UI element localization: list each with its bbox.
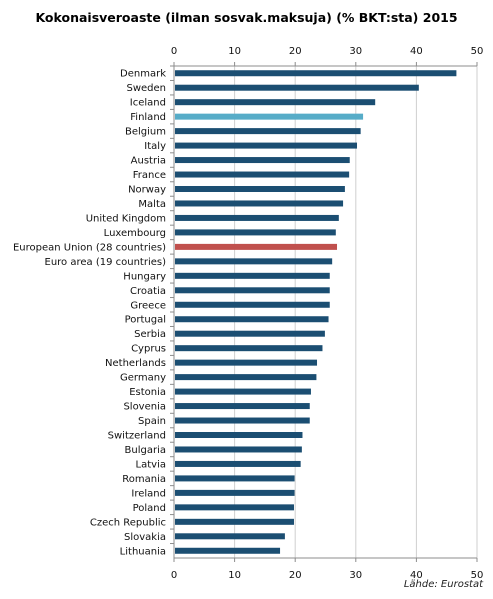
x-tick-label-top: 50	[471, 46, 484, 57]
bar-germany	[175, 374, 317, 381]
bar-estonia	[175, 388, 311, 395]
category-label: Lithuania	[120, 546, 166, 557]
bar-portugal	[175, 316, 329, 323]
bar-czech-republic	[175, 518, 294, 525]
chart-title: Kokonaisveroaste (ilman sosvak.maksuja) …	[35, 10, 458, 25]
x-tick-label-bottom: 40	[410, 570, 423, 581]
x-tick-label-top: 30	[349, 46, 362, 57]
category-label: Luxembourg	[104, 228, 166, 239]
x-tick-label-bottom: 0	[171, 570, 177, 581]
category-label: Romania	[122, 474, 166, 485]
category-label: Estonia	[129, 387, 166, 398]
bar-slovenia	[175, 403, 310, 410]
bar-latvia	[175, 460, 301, 467]
bar-croatia	[175, 287, 330, 294]
category-label: Spain	[138, 416, 166, 427]
category-label: Croatia	[130, 286, 166, 297]
category-label: Malta	[138, 199, 166, 210]
bar-norway	[175, 186, 345, 192]
bar-spain	[175, 417, 310, 424]
category-label: Sweden	[126, 83, 166, 94]
category-label: Austria	[131, 156, 166, 167]
category-label: Cyprus	[131, 344, 166, 355]
x-tick-label-bottom: 30	[349, 570, 362, 581]
x-tick-label-top: 10	[228, 46, 241, 57]
bar-austria	[175, 157, 350, 164]
bar-finland	[175, 113, 364, 120]
bar-italy	[175, 142, 358, 149]
category-label: Iceland	[130, 98, 166, 109]
category-label: Poland	[133, 503, 166, 514]
category-label: Hungary	[123, 271, 166, 282]
category-label: Belgium	[125, 127, 166, 138]
category-label: Czech Republic	[90, 517, 166, 528]
bar-cyprus	[175, 345, 323, 352]
bar-united-kingdom	[175, 214, 339, 221]
source-note: Lähde: Eurostat	[403, 579, 483, 590]
bar-romania	[175, 475, 295, 482]
category-label: Bulgaria	[125, 445, 166, 456]
bar-serbia	[175, 330, 325, 337]
x-tick-label-bottom: 10	[228, 570, 241, 581]
bar-ireland	[175, 489, 295, 496]
category-label: Germany	[120, 373, 166, 384]
x-tick-label-bottom: 50	[471, 570, 484, 581]
category-label: Serbia	[134, 329, 166, 340]
category-label: Ireland	[131, 488, 166, 499]
bar-belgium	[175, 128, 361, 135]
category-label: Portugal	[125, 315, 166, 326]
category-label: Italy	[144, 141, 166, 152]
bar-greece	[175, 301, 330, 308]
x-tick-label-bottom: 20	[289, 570, 302, 581]
bar-lithuania	[175, 547, 281, 554]
category-label: Euro area (19 countries)	[45, 257, 167, 268]
x-tick-label-top: 40	[410, 46, 423, 57]
bar-iceland	[175, 99, 376, 106]
x-tick-label-top: 20	[289, 46, 302, 57]
bar-netherlands	[175, 359, 318, 366]
bar-switzerland	[175, 432, 303, 438]
category-label: European Union (28 countries)	[13, 242, 166, 253]
category-label: Slovakia	[124, 532, 166, 543]
bar-euro-area-19-countries	[175, 258, 333, 265]
category-label: Finland	[130, 112, 166, 123]
category-label: Slovenia	[123, 402, 166, 413]
x-tick-label-top: 0	[171, 46, 177, 57]
bar-slovakia	[175, 533, 285, 540]
category-label: Netherlands	[105, 358, 166, 369]
bar-sweden	[175, 84, 419, 91]
category-label: Norway	[128, 185, 166, 196]
category-label: France	[133, 170, 166, 181]
bar-denmark	[175, 70, 457, 77]
bar-bulgaria	[175, 446, 302, 453]
bar-european-union-28-countries	[175, 243, 338, 250]
category-label: Switzerland	[108, 431, 166, 442]
bar-malta	[175, 200, 344, 207]
bar-france	[175, 171, 350, 178]
category-label: Greece	[130, 300, 166, 311]
bar-luxembourg	[175, 229, 336, 236]
category-label: United Kingdom	[86, 213, 166, 224]
category-label: Denmark	[120, 69, 166, 80]
bar-hungary	[175, 272, 330, 279]
category-label: Latvia	[136, 459, 166, 470]
bar-poland	[175, 504, 294, 511]
